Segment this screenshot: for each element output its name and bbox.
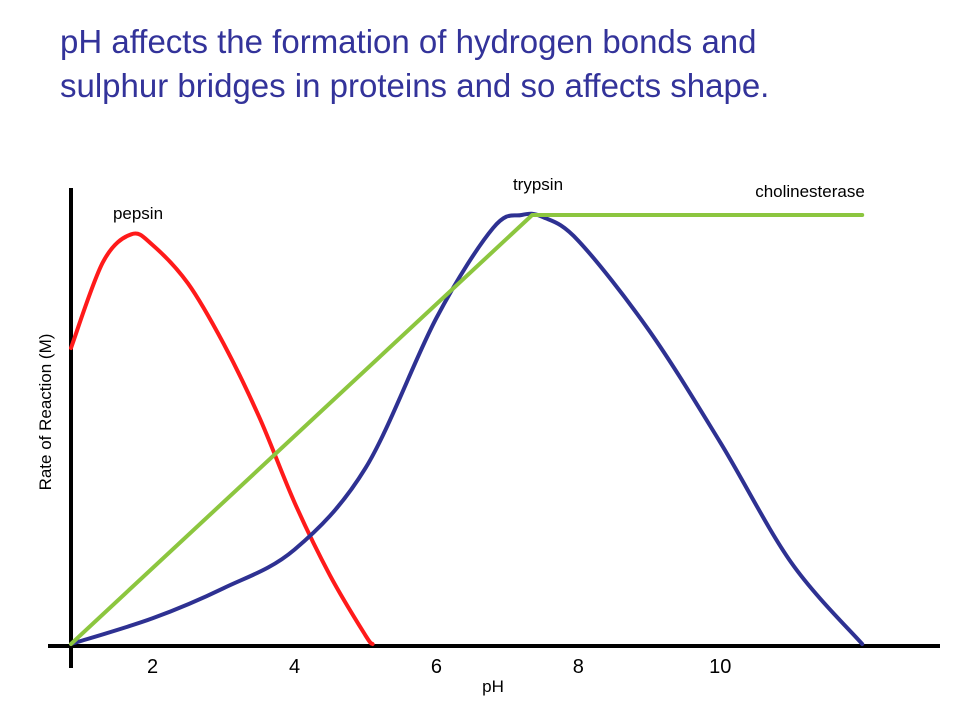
x-tick-label-10: 10 [709,656,731,678]
series-curves [69,211,865,646]
x-tick-labels: 2 4 6 8 10 [147,656,731,678]
x-tick-label-6: 6 [431,656,442,678]
series-label-cholinesterase: cholinesterase [755,182,865,201]
x-tick-label-8: 8 [573,656,584,678]
slide-title: pH affects the formation of hydrogen bon… [60,20,930,108]
series-label-trypsin: trypsin [513,175,563,194]
x-tick-label-2: 2 [147,656,158,678]
curve-pepsin [69,231,375,646]
series-label-pepsin: pepsin [113,204,163,223]
y-axis-title: Rate of Reaction (M) [36,334,55,491]
curve-cholinesterase [69,213,865,646]
x-axis-title: pH [482,677,504,696]
x-tick-label-4: 4 [289,656,300,678]
title-line-1: pH affects the formation of hydrogen bon… [60,23,757,60]
curve-trypsin [69,211,865,646]
title-line-2: sulphur bridges in proteins and so affec… [60,67,770,104]
